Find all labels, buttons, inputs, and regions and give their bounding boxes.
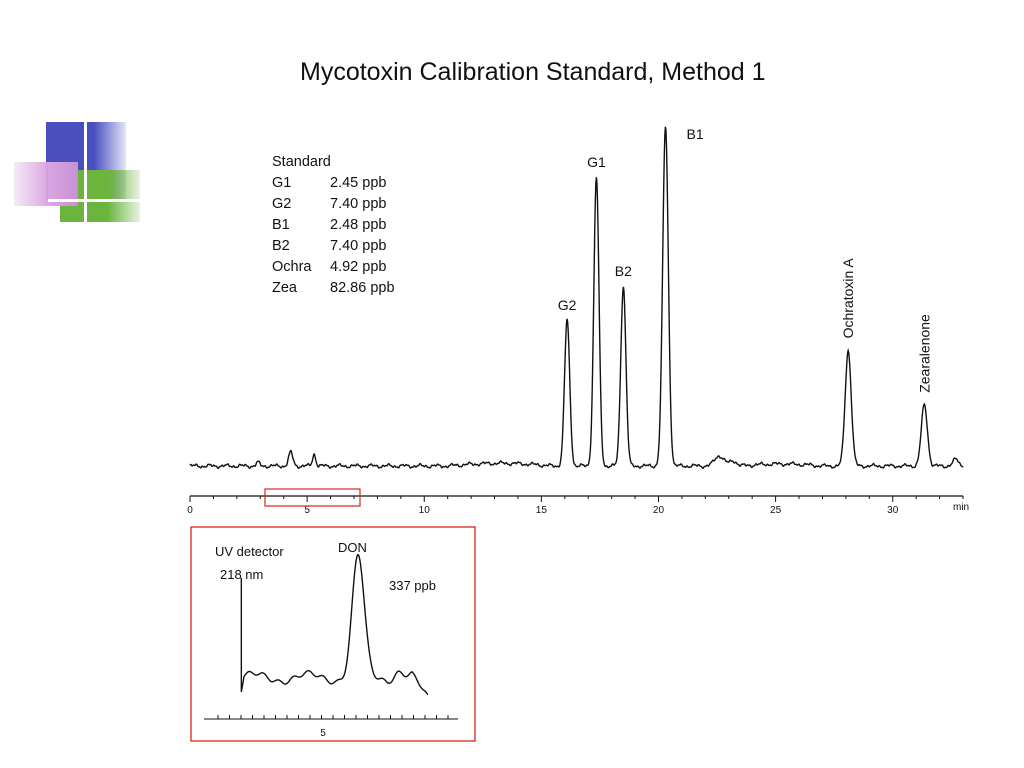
- legend-row: Ochra 4.92 ppb: [272, 257, 395, 278]
- legend-value: 82.86 ppb: [330, 280, 395, 296]
- peak-label: G2: [558, 297, 577, 313]
- inset-border: [190, 526, 476, 742]
- x-tick-label: 0: [187, 505, 193, 516]
- decor-white-line-h: [48, 199, 140, 202]
- x-axis-unit: min: [953, 502, 969, 513]
- legend-name: Zea: [272, 280, 297, 296]
- x-tick-label: 30: [887, 505, 899, 516]
- legend-name: B2: [272, 238, 290, 254]
- legend-name: B1: [272, 217, 290, 233]
- legend-value: 4.92 ppb: [330, 259, 387, 275]
- legend-name: G1: [272, 175, 292, 191]
- peak-label: G1: [587, 154, 606, 170]
- inset-annotation-concentration: 337 ppb: [389, 578, 436, 593]
- legend-row: G2 7.40 ppb: [272, 194, 395, 215]
- legend-heading: Standard: [272, 154, 331, 170]
- zoom-region-box: [264, 488, 361, 507]
- legend-row: B1 2.48 ppb: [272, 215, 395, 236]
- standard-legend: Standard G1 2.45 ppb G2 7.40 ppb B1 2.48…: [272, 152, 395, 299]
- legend-row: Zea 82.86 ppb: [272, 278, 395, 299]
- don-inset-chart: UV detector 218 nm DON 337 ppb 5: [190, 526, 476, 742]
- legend-value: 7.40 ppb: [330, 238, 387, 254]
- x-tick-label: 15: [536, 505, 548, 516]
- x-tick-label: 5: [304, 505, 310, 516]
- peak-label: Ochratoxin A: [840, 258, 856, 339]
- legend-value: 7.40 ppb: [330, 196, 387, 212]
- decor-white-line-v: [84, 122, 87, 222]
- x-tick-label: 25: [770, 505, 782, 516]
- inset-annotation-detector: UV detector: [215, 544, 284, 559]
- legend-name: Ochra: [272, 259, 312, 275]
- inset-annotation-don: DON: [338, 540, 367, 555]
- peak-label: B1: [687, 126, 704, 142]
- inset-annotation-wavelength: 218 nm: [220, 567, 263, 582]
- don-trace: [240, 553, 429, 696]
- legend-row: B2 7.40 ppb: [272, 236, 395, 257]
- peak-label: B2: [615, 263, 632, 279]
- chart-title: Mycotoxin Calibration Standard, Method 1: [300, 58, 766, 86]
- peak-label: Zearalenone: [916, 314, 932, 393]
- chromatogram-trace: [189, 126, 964, 470]
- inset-x-tick-label: 5: [320, 728, 326, 739]
- legend-row: G1 2.45 ppb: [272, 173, 395, 194]
- legend-name: G2: [272, 196, 292, 212]
- decor-pink-square: [14, 162, 78, 206]
- x-tick-label: 10: [419, 505, 431, 516]
- x-tick-label: 20: [653, 505, 665, 516]
- legend-value: 2.48 ppb: [330, 217, 387, 233]
- legend-value: 2.45 ppb: [330, 175, 387, 191]
